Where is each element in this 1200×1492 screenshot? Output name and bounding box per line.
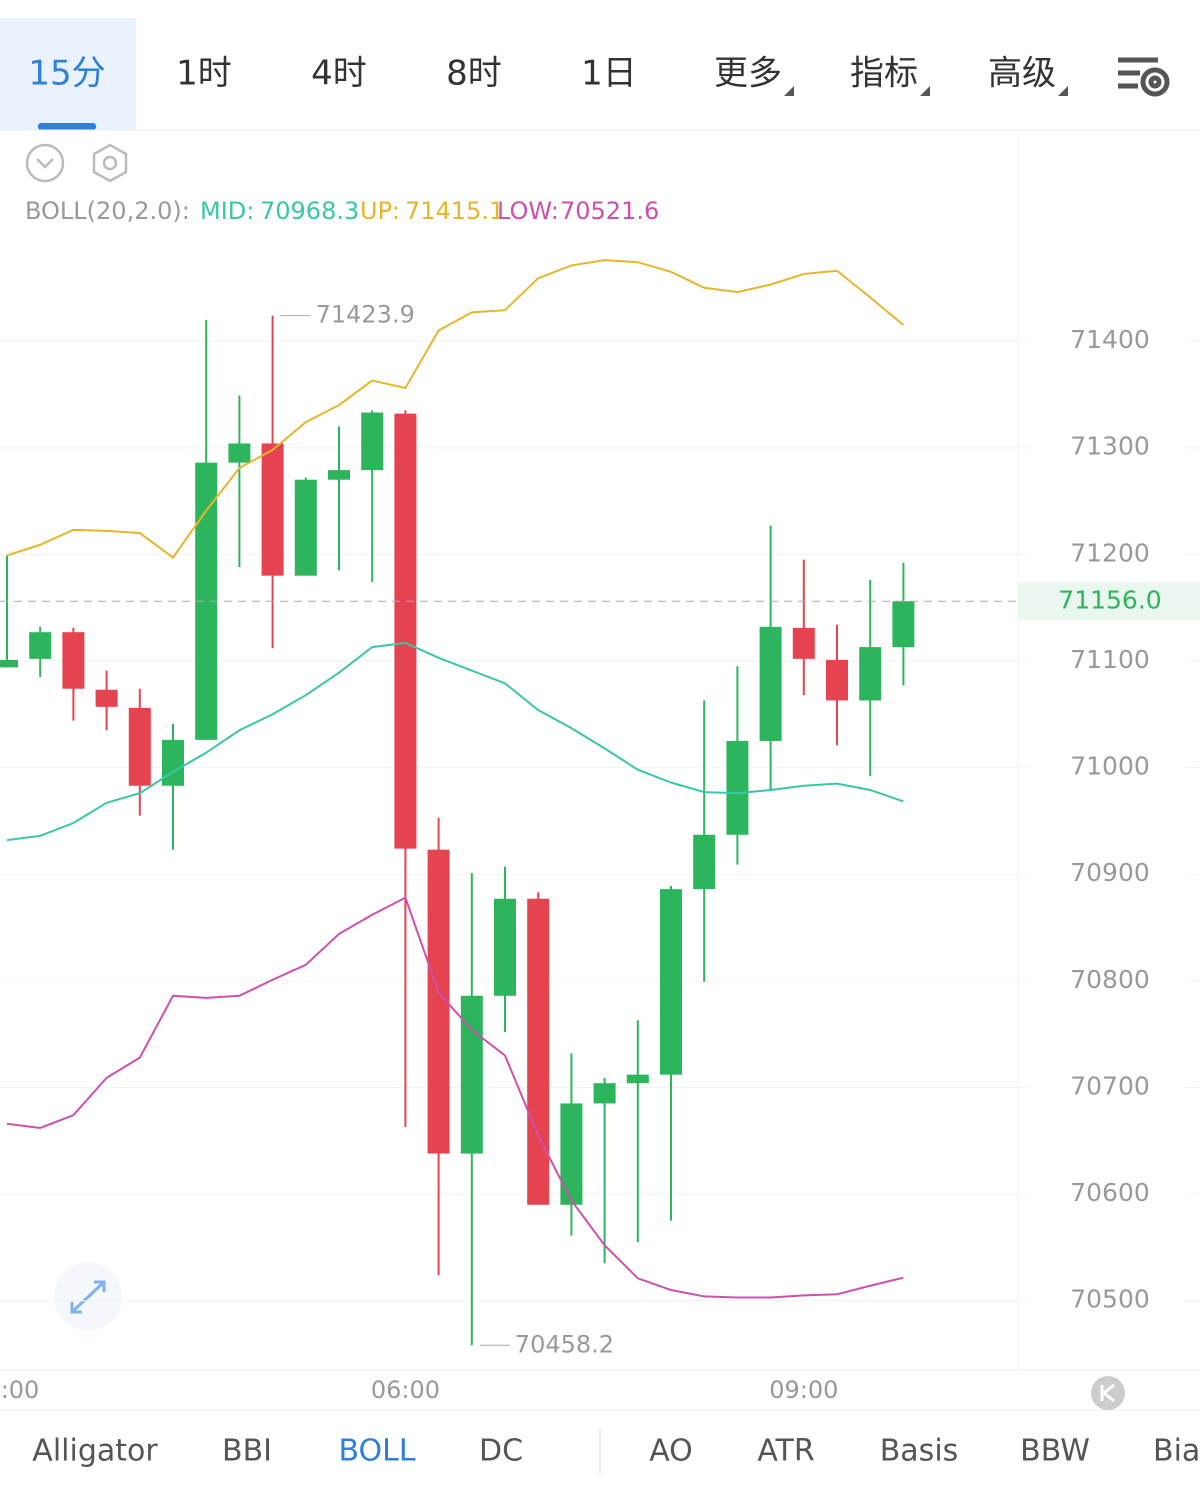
candle-body: [294, 479, 317, 576]
candle-body: [162, 739, 184, 786]
legend-value: 70521.6: [560, 197, 659, 225]
extreme-label: 71423.9: [316, 301, 415, 329]
indicator-tab[interactable]: BOLL: [338, 1434, 415, 1469]
indicator-tab[interactable]: Basis: [880, 1434, 959, 1469]
candle-body: [128, 707, 151, 786]
time-tab[interactable]: 4时: [311, 54, 367, 94]
indicator-tab[interactable]: Bias: [1153, 1434, 1200, 1469]
candle-body: [62, 632, 85, 689]
last-price-tag: [1018, 582, 1200, 621]
candle-body: [494, 898, 516, 996]
dropdown-arrow: [1058, 86, 1068, 96]
candle-body: [759, 626, 782, 741]
x-tick-label: :00: [1, 1376, 40, 1404]
dropdown-arrow: [784, 86, 794, 96]
y-tick-label: 71100: [1070, 645, 1150, 674]
y-tick-label: 70800: [1070, 965, 1150, 994]
y-tick-label: 71300: [1070, 432, 1150, 461]
dropdown-arrow: [920, 86, 930, 96]
candle-body: [726, 740, 749, 835]
time-tab[interactable]: 更多: [714, 54, 782, 94]
expand-icon[interactable]: [54, 1263, 122, 1331]
back-icon[interactable]: [1091, 1376, 1125, 1410]
time-tab[interactable]: 1日: [581, 54, 637, 94]
candle-body: [460, 995, 483, 1154]
time-tab[interactable]: 8时: [446, 54, 502, 94]
candle-body: [261, 443, 284, 576]
y-tick-label: 71000: [1070, 752, 1150, 781]
indicator-tab[interactable]: ATR: [757, 1434, 814, 1469]
candle-body: [0, 659, 18, 668]
indicator-tab[interactable]: Alligator: [32, 1434, 158, 1469]
candle-body: [195, 462, 218, 740]
candle-body: [427, 849, 450, 1154]
candle-body: [560, 1103, 583, 1205]
boll-line: [6, 259, 905, 559]
indicator-label: BOLL(20,2.0):: [25, 197, 190, 225]
settings-icon[interactable]: [1118, 57, 1170, 97]
indicator-tab[interactable]: BBW: [1020, 1434, 1090, 1469]
legend-name: UP:: [360, 197, 400, 225]
candle-body: [626, 1074, 649, 1084]
candle-body: [892, 601, 915, 648]
time-tab[interactable]: 15分: [28, 54, 105, 94]
active-tab-bg: [0, 18, 136, 130]
time-tab[interactable]: 指标: [850, 54, 918, 94]
y-tick-label: 71200: [1070, 538, 1150, 567]
boll-line: [6, 896, 904, 1299]
legend-value: 70968.3: [260, 197, 359, 225]
candle-body: [328, 470, 350, 480]
legend-value: 71415.1: [405, 197, 504, 225]
legend-name: MID:: [200, 197, 254, 225]
candle-body: [859, 647, 882, 701]
y-tick-label: 70600: [1070, 1178, 1150, 1207]
last-price-label: 71156.0: [1058, 585, 1161, 614]
extreme-label: 70458.2: [515, 1330, 614, 1358]
candle-body: [527, 898, 550, 1205]
candle-body: [593, 1083, 616, 1104]
indicator-tab[interactable]: DC: [479, 1434, 523, 1469]
indicator-tab[interactable]: BBI: [222, 1434, 272, 1469]
time-tab[interactable]: 1时: [176, 54, 232, 94]
y-tick-label: 70700: [1070, 1071, 1150, 1100]
x-tick-label: 06:00: [371, 1376, 440, 1404]
toolbar-icons[interactable]: [25, 143, 128, 183]
y-tick-label: 71400: [1070, 325, 1150, 354]
legend-name: LOW:: [497, 197, 559, 225]
active-tab-underline: [38, 123, 96, 130]
candle-body: [394, 413, 417, 849]
y-tick-label: 70900: [1070, 858, 1150, 887]
candle-body: [792, 627, 815, 659]
candle-body: [693, 834, 716, 890]
candle-body: [361, 412, 384, 471]
boll-line: [6, 641, 904, 842]
time-tab[interactable]: 高级: [988, 54, 1056, 94]
x-tick-label: 09:00: [769, 1376, 838, 1404]
candle-body: [826, 659, 848, 701]
candle-body: [95, 689, 118, 707]
indicator-tab[interactable]: AO: [649, 1434, 693, 1469]
candle-body: [228, 443, 251, 463]
candle-body: [660, 889, 682, 1075]
y-tick-label: 70500: [1070, 1285, 1150, 1314]
candle-body: [29, 632, 52, 659]
